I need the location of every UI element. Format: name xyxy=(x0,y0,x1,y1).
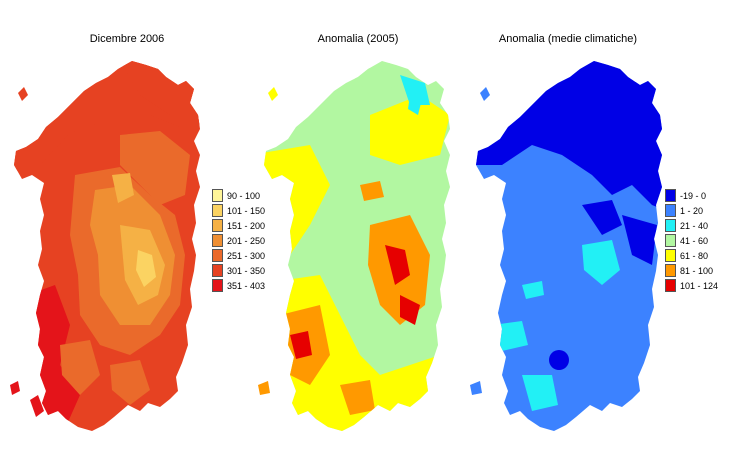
map-title-dicembre-2006: Dicembre 2006 xyxy=(89,33,165,45)
zone-south-cyan xyxy=(522,375,558,411)
legend-label: 251 - 300 xyxy=(227,250,266,261)
zone-east-dark xyxy=(622,215,657,265)
legend-swatch xyxy=(212,204,223,217)
zone-peak-light xyxy=(136,250,156,287)
legend-item: 1 - 20 xyxy=(665,203,718,218)
legend-label: 1 - 20 xyxy=(680,205,704,216)
legend-swatch xyxy=(665,249,676,262)
legend-label: -19 - 0 xyxy=(680,190,707,201)
zone-dark-spot xyxy=(549,350,569,370)
legend-item: 41 - 60 xyxy=(665,233,718,248)
legend-swatch xyxy=(665,219,676,232)
legend-item: 81 - 100 xyxy=(665,263,718,278)
legend-swatch xyxy=(212,189,223,202)
zone-northeast-mid xyxy=(120,131,190,205)
zone-west-cyan xyxy=(522,281,544,299)
map-anomalia-2005 xyxy=(258,61,450,431)
legend-dicembre-2006: 90 - 100 101 - 150 151 - 200 201 - 250 2… xyxy=(212,188,265,293)
islet-asinara xyxy=(480,87,490,101)
islet-asinara xyxy=(268,87,278,101)
zone-central-cyan xyxy=(582,240,620,285)
legend-swatch xyxy=(665,189,676,202)
legend-label: 21 - 40 xyxy=(680,220,709,231)
zone-north-cyan xyxy=(400,75,430,105)
zone-central-red-2 xyxy=(400,295,420,325)
map-dicembre-2006 xyxy=(10,61,200,431)
legend-label: 201 - 250 xyxy=(227,235,266,246)
legend-anomalia-medie: -19 - 0 1 - 20 21 - 40 41 - 60 61 - 80 8… xyxy=(665,188,718,293)
legend-label: 90 - 100 xyxy=(227,190,261,201)
legend-label: 351 - 403 xyxy=(227,280,266,291)
zone-sw-red xyxy=(290,331,312,359)
map-title-anomalia-medie: Anomalia (medie climatiche) xyxy=(498,33,638,45)
legend-label: 151 - 200 xyxy=(227,220,266,231)
legend-swatch xyxy=(212,264,223,277)
islet-san-pietro xyxy=(258,381,270,395)
zone-south xyxy=(110,360,150,405)
legend-label: 101 - 124 xyxy=(680,280,719,291)
legend-item: 351 - 403 xyxy=(212,278,265,293)
zone-north-cyan-2 xyxy=(408,95,422,115)
islet-asinara xyxy=(18,87,28,101)
map-anomalia-medie xyxy=(470,61,662,431)
zone-south-orange xyxy=(340,380,375,415)
legend-item: 61 - 80 xyxy=(665,248,718,263)
legend-swatch xyxy=(212,279,223,292)
map-title-anomalia-2005: Anomalia (2005) xyxy=(317,33,399,45)
islet-san-pietro xyxy=(10,381,20,395)
zone-northeast-yellow xyxy=(370,95,450,165)
legend-label: 61 - 80 xyxy=(680,250,709,261)
legend-item: -19 - 0 xyxy=(665,188,718,203)
legend-swatch xyxy=(665,279,676,292)
legend-label: 101 - 150 xyxy=(227,205,266,216)
islet-sant-antioco xyxy=(30,395,44,417)
legend-swatch xyxy=(665,204,676,217)
legend-swatch xyxy=(212,219,223,232)
legend-swatch xyxy=(212,234,223,247)
legend-item: 21 - 40 xyxy=(665,218,718,233)
legend-item: 301 - 350 xyxy=(212,263,265,278)
legend-swatch xyxy=(212,249,223,262)
legend-item: 151 - 200 xyxy=(212,218,265,233)
legend-item: 201 - 250 xyxy=(212,233,265,248)
legend-label: 41 - 60 xyxy=(680,235,709,246)
legend-label: 301 - 350 xyxy=(227,265,266,276)
zone-north-hill xyxy=(112,173,134,203)
legend-item: 101 - 150 xyxy=(212,203,265,218)
zone-north-orange xyxy=(360,181,384,201)
legend-swatch xyxy=(665,264,676,277)
zone-central-red xyxy=(385,245,410,285)
legend-item: 101 - 124 xyxy=(665,278,718,293)
legend-item: 251 - 300 xyxy=(212,248,265,263)
legend-item: 90 - 100 xyxy=(212,188,265,203)
legend-swatch xyxy=(665,234,676,247)
islet-san-pietro xyxy=(470,381,482,395)
zone-southwest xyxy=(60,340,100,395)
legend-label: 81 - 100 xyxy=(680,265,714,276)
zone-central-dark xyxy=(582,200,622,235)
